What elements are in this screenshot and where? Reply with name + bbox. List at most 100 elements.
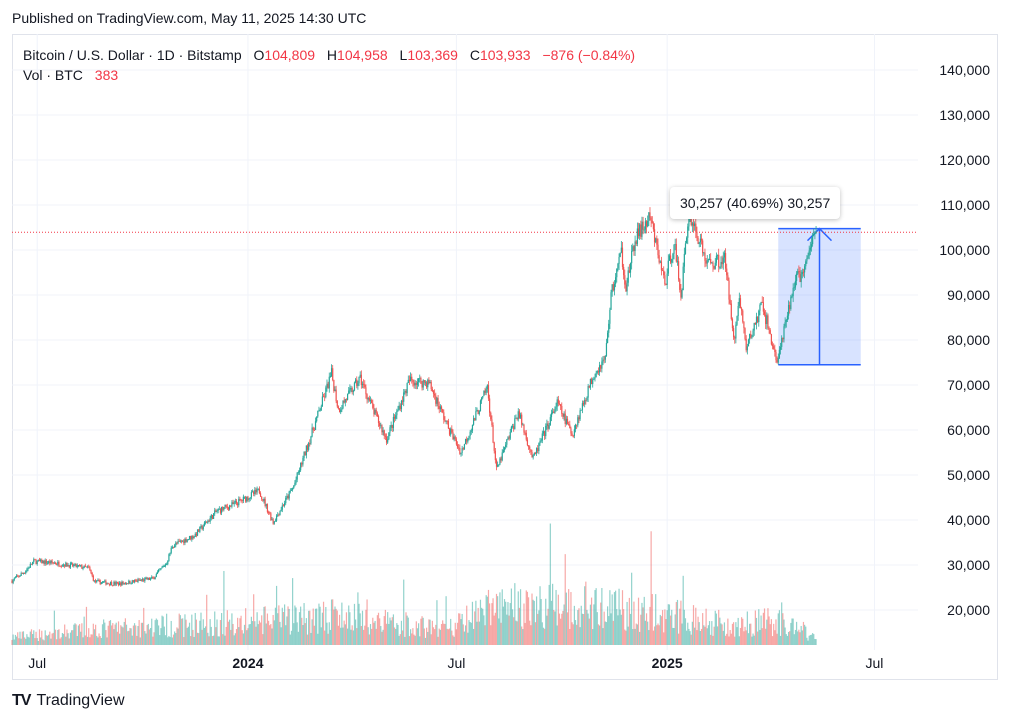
volume-bar bbox=[18, 638, 20, 645]
volume-bar bbox=[561, 613, 563, 645]
volume-bar bbox=[643, 596, 645, 645]
tradingview-logo-icon[interactable]: TV bbox=[12, 692, 31, 709]
volume-bar bbox=[192, 629, 194, 645]
candle-body bbox=[30, 563, 33, 565]
volume-bar bbox=[310, 632, 312, 645]
volume-bar bbox=[337, 625, 340, 645]
candle-body bbox=[813, 233, 815, 236]
candle-body bbox=[266, 504, 269, 513]
volume-label[interactable]: Vol · BTC bbox=[23, 67, 83, 83]
candle-body bbox=[738, 298, 740, 306]
volume-bar bbox=[256, 612, 258, 645]
volume-bar bbox=[623, 609, 625, 645]
chart-pane[interactable] bbox=[12, 34, 998, 680]
candle-body bbox=[175, 542, 177, 546]
volume-bar bbox=[597, 624, 600, 645]
volume-bar bbox=[325, 606, 327, 645]
candle-body bbox=[737, 305, 739, 317]
volume-bar bbox=[224, 635, 226, 645]
volume-bar bbox=[249, 624, 251, 645]
candle-body bbox=[143, 579, 145, 582]
volume-bar bbox=[96, 635, 98, 645]
volume-bar bbox=[421, 616, 423, 645]
volume-bar bbox=[587, 613, 589, 645]
volume-bar bbox=[395, 628, 397, 645]
volume-bar bbox=[641, 602, 643, 645]
candle-body bbox=[700, 238, 703, 241]
candle-body bbox=[342, 400, 344, 409]
volume-bar bbox=[547, 608, 549, 645]
volume-bar bbox=[355, 619, 357, 645]
volume-bar bbox=[398, 635, 400, 645]
candle-body bbox=[736, 316, 738, 325]
candle-body bbox=[295, 479, 297, 483]
candle-body bbox=[324, 396, 326, 398]
candle-body bbox=[518, 411, 521, 418]
volume-bar bbox=[571, 622, 573, 645]
candle-body bbox=[191, 535, 193, 540]
volume-bar bbox=[435, 624, 437, 645]
candle-body bbox=[129, 580, 131, 584]
candle-body bbox=[508, 437, 510, 439]
volume-bar bbox=[124, 618, 126, 645]
volume-bar bbox=[388, 623, 390, 645]
volume-bar bbox=[238, 627, 240, 645]
volume-bar bbox=[27, 636, 29, 645]
candle-body bbox=[159, 569, 161, 571]
volume-value: 383 bbox=[94, 67, 119, 83]
candle-body bbox=[257, 488, 259, 490]
volume-bar bbox=[741, 617, 743, 645]
volume-bar bbox=[694, 627, 696, 645]
volume-bar bbox=[502, 606, 504, 645]
volume-bar bbox=[186, 627, 188, 645]
candle-body bbox=[562, 413, 564, 417]
candle-body bbox=[437, 398, 439, 406]
volume-bar bbox=[222, 634, 224, 645]
symbol-title[interactable]: Bitcoin / U.S. Dollar · 1D · Bitstamp bbox=[23, 47, 242, 63]
volume-bar bbox=[592, 629, 594, 645]
candle-body bbox=[553, 411, 555, 413]
volume-bar bbox=[805, 626, 807, 645]
volume-bar bbox=[200, 612, 202, 645]
volume-bar bbox=[610, 613, 612, 645]
volume-bar bbox=[707, 625, 709, 645]
volume-bar bbox=[781, 602, 783, 645]
brand-name[interactable]: TradingView bbox=[36, 692, 125, 709]
candle-body bbox=[411, 376, 413, 380]
volume-bar bbox=[598, 625, 601, 645]
volume-bar bbox=[409, 629, 412, 645]
volume-bar bbox=[230, 629, 232, 645]
candle-body bbox=[51, 560, 53, 563]
volume-bar bbox=[227, 621, 230, 645]
volume-bar bbox=[434, 629, 436, 645]
candle-body bbox=[672, 253, 674, 260]
candle-body bbox=[538, 443, 540, 452]
volume-bar bbox=[572, 624, 574, 645]
candle-body bbox=[198, 529, 200, 532]
candle-body bbox=[585, 399, 587, 401]
volume-bar bbox=[405, 612, 407, 645]
candle-body bbox=[114, 582, 116, 585]
candle-body bbox=[60, 566, 62, 567]
candle-body bbox=[505, 444, 507, 448]
volume-bar bbox=[673, 627, 675, 645]
volume-bar bbox=[651, 594, 653, 645]
volume-bar bbox=[167, 637, 169, 645]
volume-bar bbox=[393, 627, 396, 645]
candle-body bbox=[401, 400, 404, 402]
candle-body bbox=[366, 394, 368, 400]
volume-bar bbox=[476, 621, 478, 645]
volume-bar bbox=[546, 615, 548, 645]
candle-body bbox=[656, 238, 658, 245]
volume-bar bbox=[671, 609, 673, 645]
candle-body bbox=[212, 513, 215, 519]
volume-bar bbox=[470, 622, 472, 645]
volume-bar bbox=[143, 607, 145, 645]
volume-bar bbox=[15, 636, 18, 645]
candle-body bbox=[793, 287, 795, 289]
volume-bar bbox=[581, 613, 584, 645]
candle-body bbox=[28, 567, 30, 569]
volume-bar bbox=[327, 633, 329, 645]
candle-body bbox=[348, 390, 350, 394]
